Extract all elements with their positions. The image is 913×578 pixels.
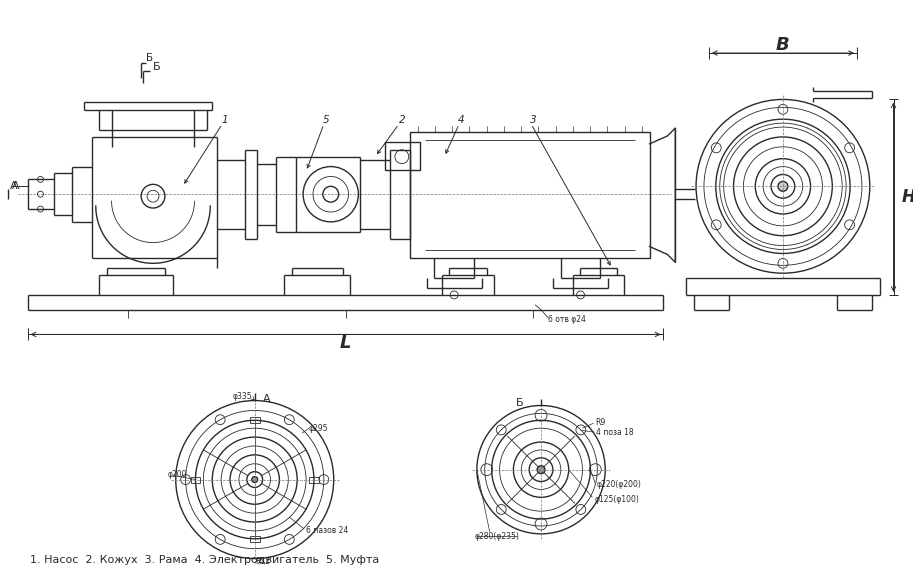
- Text: Б: Б: [516, 398, 523, 407]
- Text: A: A: [263, 394, 270, 403]
- Text: 1. Насос  2. Кожух  3. Рама  4. Электродвигатель  5. Муфта: 1. Насос 2. Кожух 3. Рама 4. Электродвиг…: [29, 554, 379, 565]
- Text: 3: 3: [530, 115, 537, 125]
- Text: H: H: [901, 188, 913, 206]
- Bar: [250, 417, 259, 423]
- Bar: [309, 477, 319, 483]
- Text: А: А: [12, 181, 19, 191]
- Text: 5: 5: [322, 115, 329, 125]
- Circle shape: [778, 181, 788, 191]
- Bar: [410, 132, 650, 258]
- Text: Б: Б: [153, 62, 161, 72]
- Text: 6 пазов 24: 6 пазов 24: [306, 527, 349, 535]
- Circle shape: [537, 466, 545, 473]
- Bar: [385, 142, 420, 169]
- Text: 4: 4: [457, 115, 465, 125]
- Text: А: А: [10, 181, 17, 191]
- Text: φ200: φ200: [168, 470, 187, 479]
- Text: B: B: [776, 36, 790, 54]
- Text: R12: R12: [256, 557, 270, 566]
- Text: φ280(φ235): φ280(φ235): [474, 532, 519, 542]
- Text: φ125(φ100): φ125(φ100): [594, 495, 639, 504]
- Text: φ220(φ200): φ220(φ200): [596, 480, 641, 489]
- Bar: [250, 536, 259, 542]
- Text: Б: Б: [146, 53, 153, 63]
- Text: φ295: φ295: [309, 424, 329, 433]
- Circle shape: [252, 477, 257, 483]
- Text: 4 поза 18: 4 поза 18: [596, 428, 634, 436]
- Bar: [191, 477, 201, 483]
- Text: R9: R9: [595, 418, 605, 427]
- Text: 1: 1: [222, 115, 228, 125]
- Text: φ335: φ335: [232, 392, 252, 401]
- Text: 6 отв φ24: 6 отв φ24: [548, 315, 586, 324]
- Text: 2: 2: [398, 115, 405, 125]
- Text: L: L: [340, 334, 352, 353]
